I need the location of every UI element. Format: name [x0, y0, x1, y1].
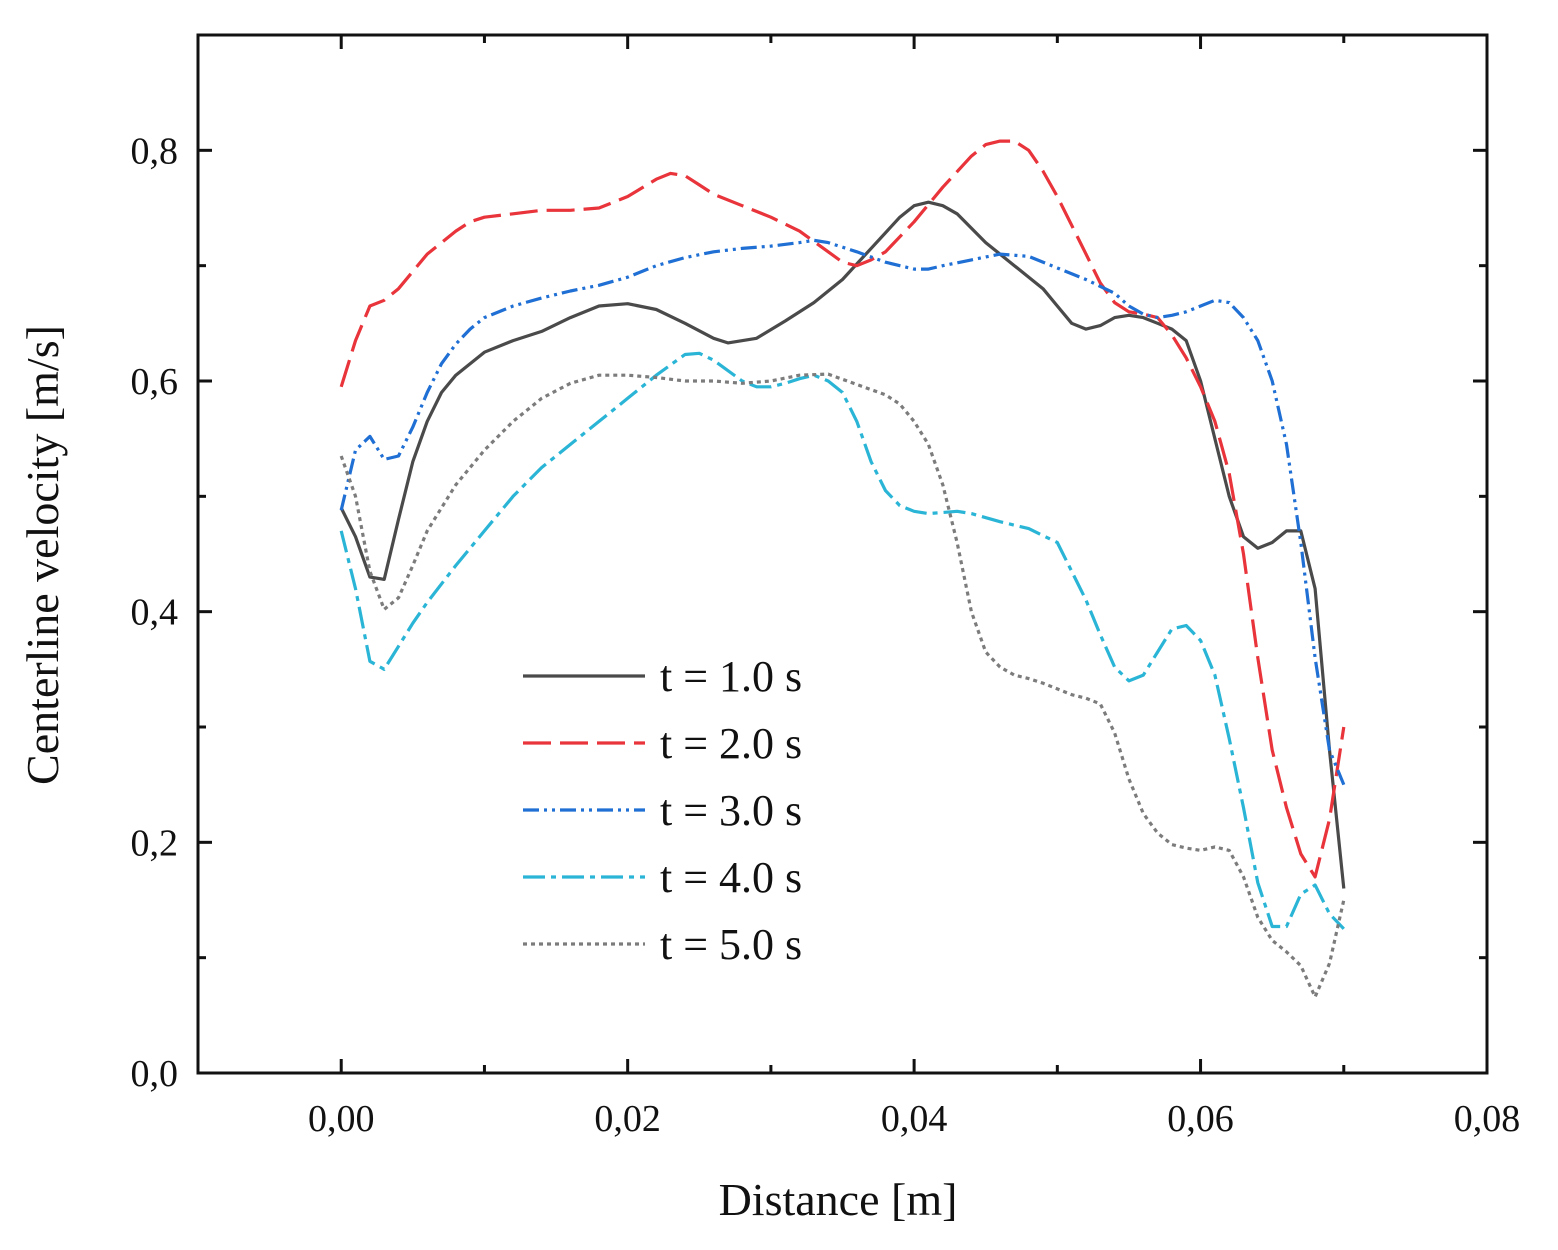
- y-tick-label: 0,6: [131, 361, 179, 403]
- series-line-4: [339, 351, 1345, 930]
- y-axis-ticks: 0,0 0,2 0,4 0,6 0,8: [131, 33, 1487, 1095]
- y-tick-label: 0,4: [131, 592, 179, 634]
- x-tick-label: 0,06: [1167, 1098, 1234, 1140]
- series-line-3: [339, 238, 1346, 786]
- series-line-5: [339, 372, 1346, 999]
- series-layer: [339, 139, 1346, 999]
- x-axis-title: Distance [m]: [719, 1174, 958, 1225]
- series-line-2: [339, 139, 1346, 879]
- plot-frame: [196, 33, 1489, 1075]
- x-tick-label: 0,08: [1454, 1098, 1521, 1140]
- legend-label-4: t = 4.0 s: [660, 853, 802, 902]
- legend-label-3: t = 3.0 s: [660, 786, 802, 835]
- legend: t = 1.0 s t = 2.0 s t = 3.0 s t = 4.0 s t = …: [523, 652, 802, 969]
- x-tick-label: 0,04: [881, 1098, 948, 1140]
- x-axis-ticks: 0,00 0,02 0,04 0,06 0,08: [196, 35, 1521, 1140]
- legend-label-1: t = 1.0 s: [660, 652, 802, 701]
- y-tick-label: 0,8: [131, 130, 179, 172]
- x-tick-label: 0,02: [594, 1098, 661, 1140]
- legend-label-5: t = 5.0 s: [660, 920, 802, 969]
- series-line-1: [339, 200, 1346, 889]
- y-axis-title: Centerline velocity [m/s]: [17, 325, 68, 785]
- y-tick-label: 0,2: [131, 822, 179, 864]
- y-tick-label: 0,0: [131, 1053, 179, 1095]
- x-tick-label: 0,00: [308, 1098, 375, 1140]
- legend-label-2: t = 2.0 s: [660, 719, 802, 768]
